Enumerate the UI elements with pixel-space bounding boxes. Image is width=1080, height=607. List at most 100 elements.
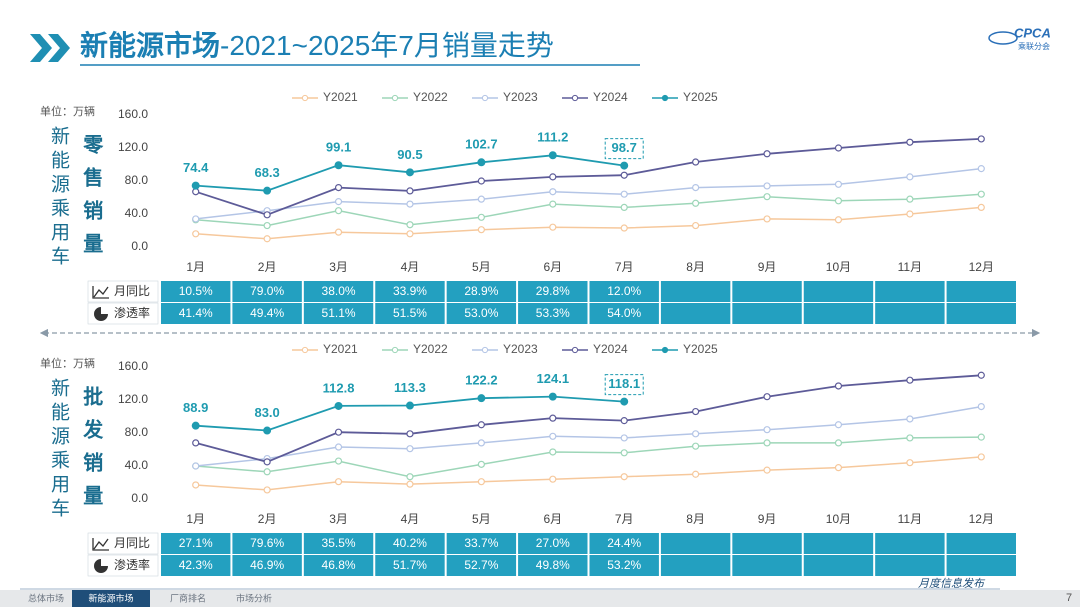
- point: [548, 151, 557, 160]
- point: [763, 215, 771, 223]
- point: [477, 460, 485, 468]
- point: [620, 449, 628, 457]
- point: [977, 190, 985, 198]
- table-cell: [446, 533, 517, 554]
- point: [334, 198, 343, 206]
- table-cell: [803, 555, 874, 576]
- point: [763, 439, 771, 447]
- point: [692, 407, 700, 416]
- x-tick-label: 3月: [329, 512, 348, 526]
- point: [334, 457, 343, 465]
- table-value: 24.4%: [607, 536, 641, 550]
- table-cell: [375, 303, 445, 324]
- point: [906, 210, 914, 218]
- point: [692, 470, 700, 478]
- x-tick-label: 6月: [543, 260, 562, 274]
- table-cell: [732, 303, 802, 324]
- x-tick-label: 12月: [969, 260, 994, 274]
- table-cell: [803, 303, 874, 324]
- point: [692, 442, 700, 450]
- pie-icon: [94, 307, 108, 321]
- table-value: 79.0%: [250, 284, 284, 298]
- point: [263, 486, 271, 494]
- table-cell: [803, 533, 874, 554]
- table-cell: [518, 533, 588, 554]
- point: [192, 481, 200, 489]
- table-value: 52.7%: [464, 558, 498, 572]
- table-cell: [303, 555, 374, 576]
- data-label: 113.3: [394, 380, 426, 395]
- y-tick-label: 160.0: [118, 107, 148, 121]
- x-tick-label: 11月: [898, 260, 922, 274]
- table-value: 53.2%: [607, 558, 641, 572]
- table-cell: [161, 533, 231, 554]
- legend-marker: [391, 94, 399, 102]
- table-value: 41.4%: [179, 306, 213, 320]
- table-cell: [660, 303, 731, 324]
- table-cell: [518, 281, 588, 302]
- table-cell: [518, 555, 588, 576]
- x-tick-label: 1月: [186, 260, 205, 274]
- x-tick-label: 2月: [258, 260, 277, 274]
- title-main: 新能源市场: [80, 29, 220, 61]
- point: [834, 464, 843, 472]
- x-tick-label: 7月: [615, 512, 634, 526]
- table-cell: [375, 533, 445, 554]
- chevron: [30, 34, 52, 62]
- x-tick-label: 9月: [758, 512, 777, 526]
- table-value: 27.1%: [179, 536, 213, 550]
- point: [191, 421, 200, 430]
- title: 新能源市场-2021~2025年7月销量走势: [80, 29, 554, 61]
- x-tick-label: 1月: [186, 512, 205, 526]
- point: [263, 211, 271, 219]
- point: [977, 165, 985, 173]
- point: [763, 466, 771, 474]
- point: [192, 230, 200, 238]
- row-label: 渗透率: [114, 557, 150, 572]
- table-cell: [303, 281, 374, 302]
- label-box: [604, 374, 644, 396]
- point: [263, 186, 272, 195]
- table-cell: [161, 281, 231, 302]
- point: [692, 199, 700, 207]
- table-cell: [660, 555, 731, 576]
- table-value: 51.5%: [393, 306, 427, 320]
- x-tick-label: 8月: [686, 260, 705, 274]
- point: [834, 180, 843, 188]
- table-value: 51.1%: [322, 306, 356, 320]
- point: [906, 459, 914, 467]
- y-tick-label: 120.0: [118, 140, 148, 154]
- point: [477, 177, 485, 185]
- x-tick-label: 8月: [686, 512, 705, 526]
- x-tick-label: 10月: [826, 260, 851, 274]
- table-cell: [161, 303, 231, 324]
- x-tick-label: 2月: [258, 512, 277, 526]
- table-cell: [446, 281, 517, 302]
- y-tick-label: 80.0: [125, 173, 149, 187]
- table-cell: [518, 303, 588, 324]
- point: [763, 182, 771, 190]
- y-tick-label: 120.0: [118, 392, 148, 406]
- table-cell: [589, 555, 659, 576]
- y-tick-label: 160.0: [118, 359, 148, 373]
- point: [692, 430, 700, 438]
- point: [191, 181, 200, 190]
- legend-marker: [301, 94, 309, 102]
- metric-label: 批发销量: [80, 385, 104, 518]
- point: [477, 439, 485, 447]
- logo: CPCA: [1014, 25, 1051, 40]
- point: [977, 403, 985, 411]
- legend-marker: [481, 94, 489, 102]
- point: [977, 203, 985, 211]
- point: [477, 421, 485, 429]
- point: [477, 226, 485, 234]
- table-cell: [732, 533, 802, 554]
- point: [906, 376, 914, 384]
- table-value: 51.7%: [393, 558, 427, 572]
- point: [977, 433, 985, 441]
- legend-label: Y2022: [413, 342, 448, 356]
- table-value: 79.6%: [250, 536, 284, 550]
- y-tick-label: 0.0: [131, 491, 148, 505]
- table-value: 35.5%: [322, 536, 356, 550]
- row-label: 渗透率: [114, 305, 150, 320]
